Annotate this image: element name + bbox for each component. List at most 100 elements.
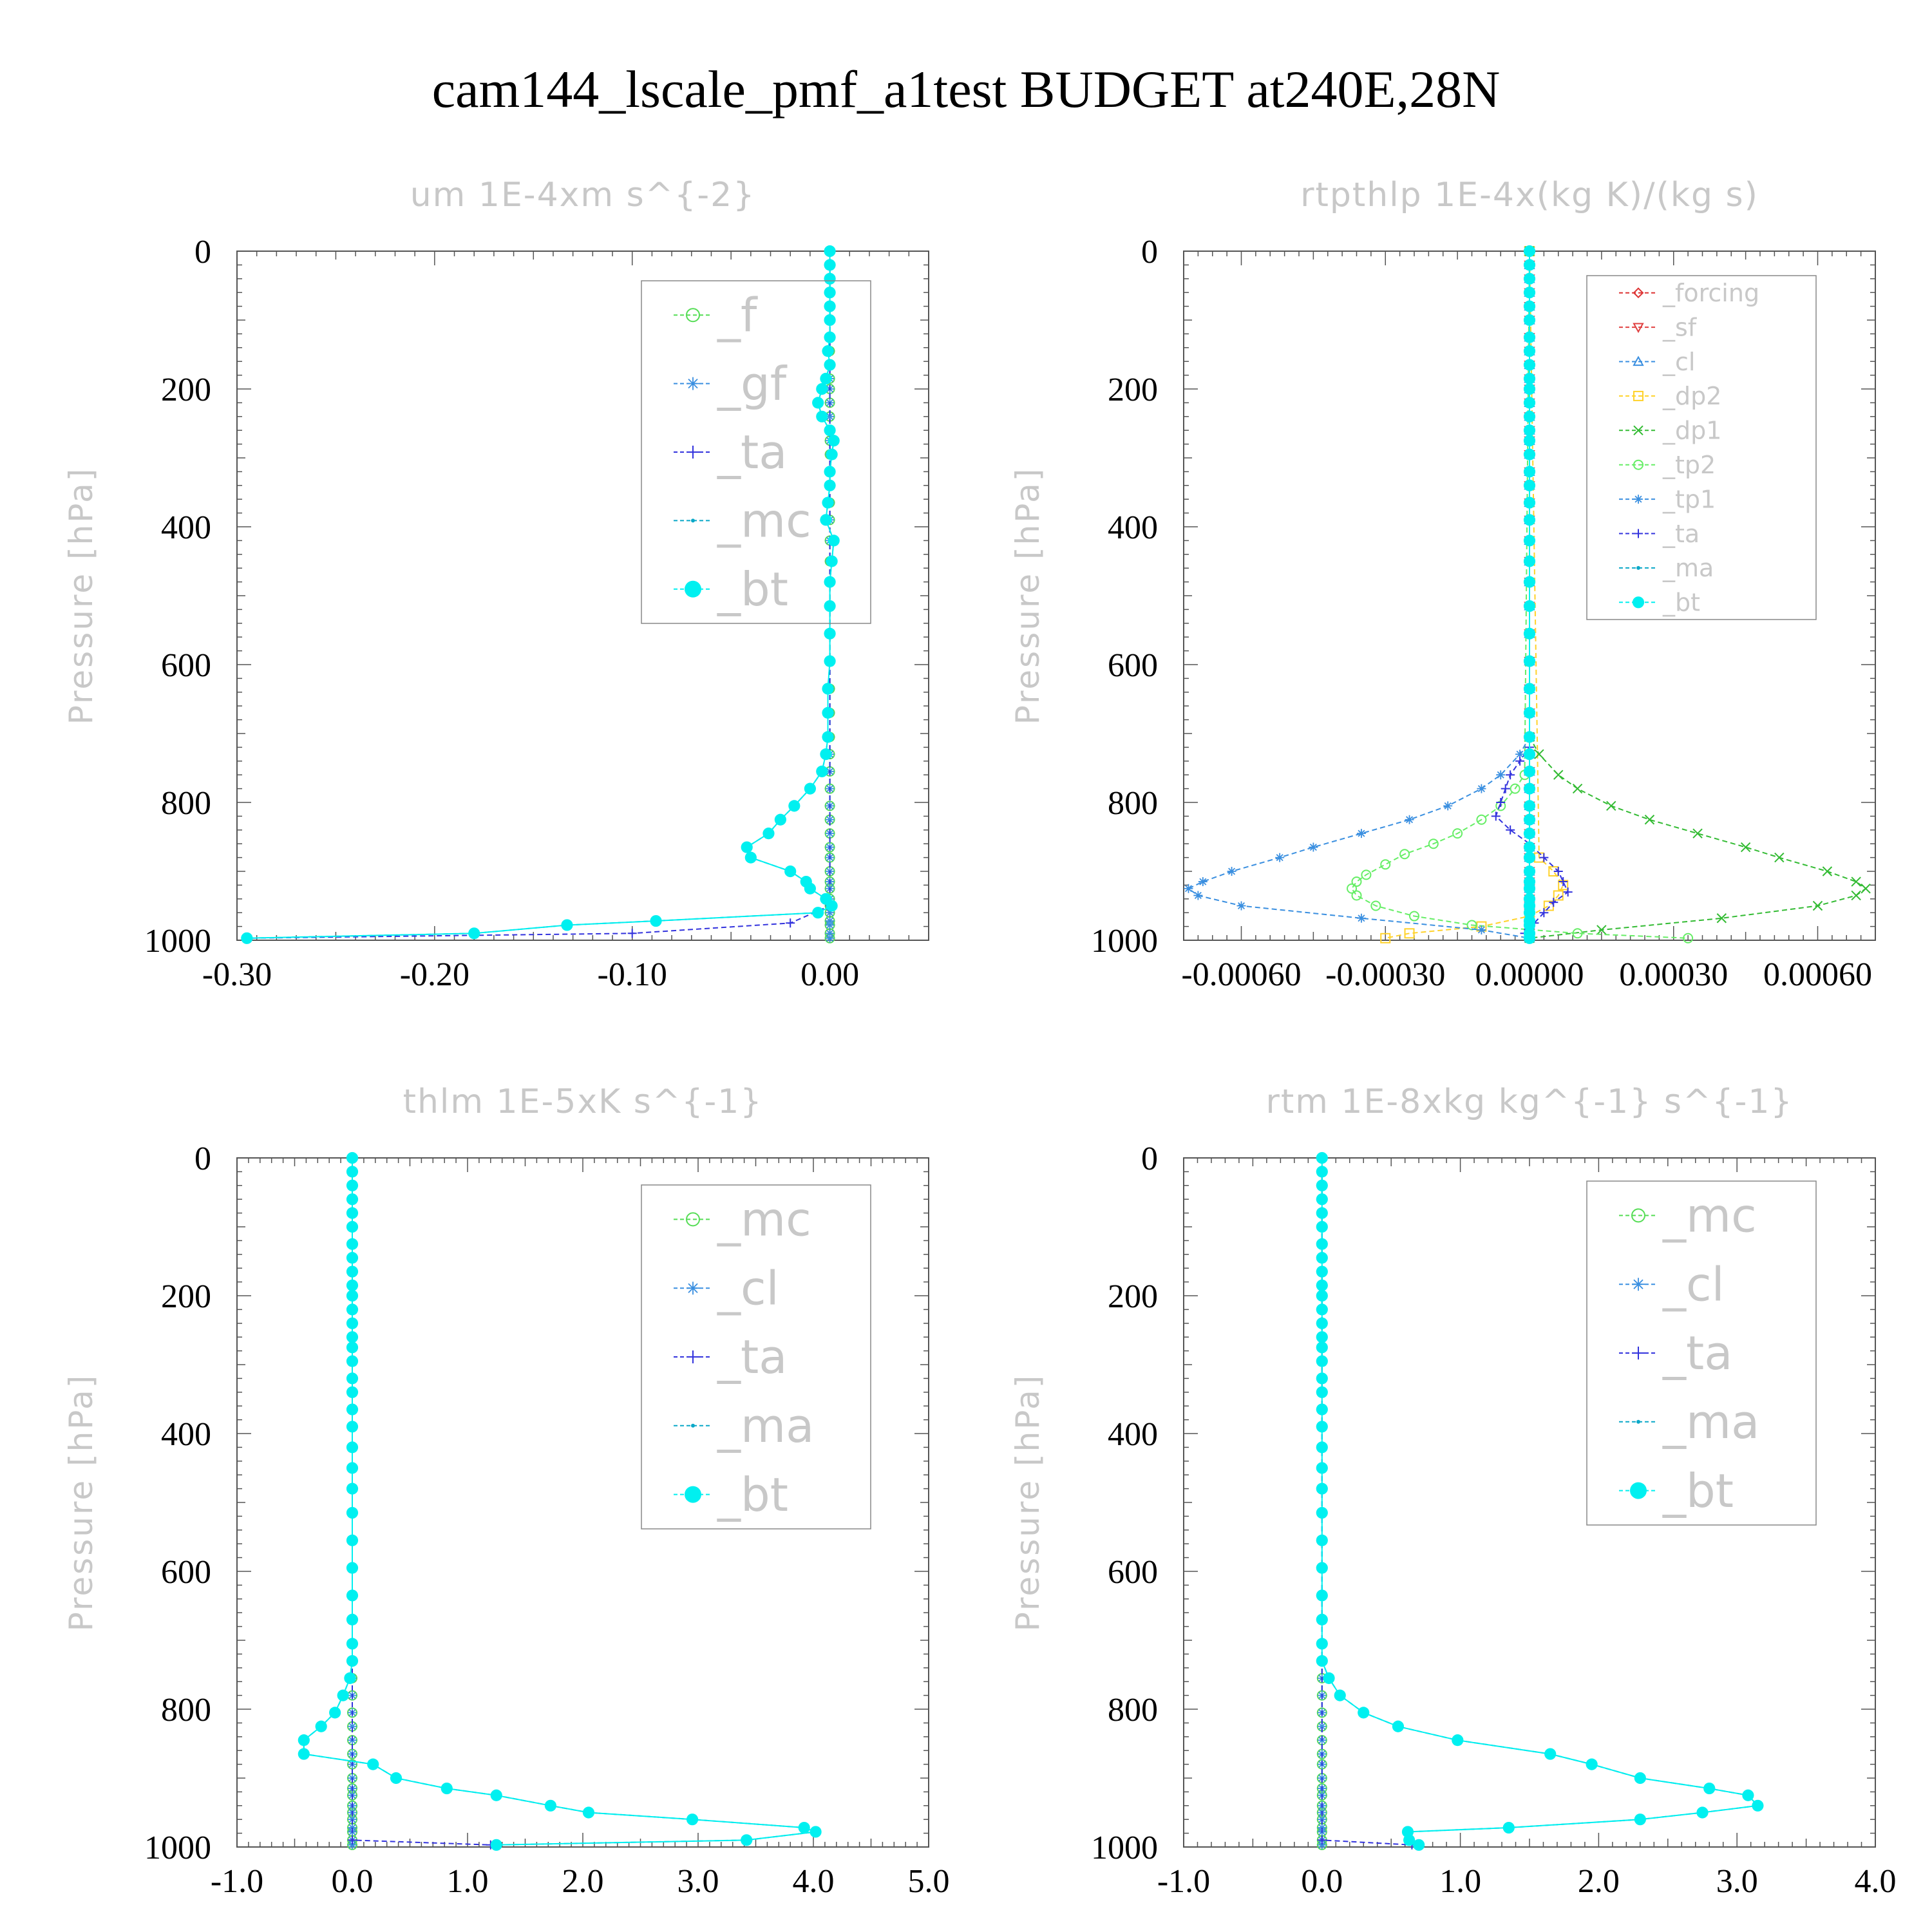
data-point [1523, 907, 1536, 919]
legend-label: _bt [1662, 1464, 1734, 1518]
y-tick-label: 1000 [1091, 923, 1158, 960]
data-point [346, 1331, 359, 1343]
data-point [1316, 1534, 1328, 1546]
data-point [1523, 372, 1536, 385]
data-point [348, 1835, 357, 1845]
data-point [1351, 876, 1362, 887]
data-point [822, 706, 834, 719]
data-point [346, 1386, 359, 1398]
data-point [1370, 900, 1381, 911]
data-point [1572, 783, 1583, 794]
data-point [824, 314, 836, 327]
data-point [1316, 1265, 1328, 1278]
data-point [820, 748, 832, 761]
data-point [346, 1655, 359, 1667]
data-point [1405, 815, 1414, 824]
data-point [346, 1506, 359, 1519]
data-point [490, 1839, 502, 1851]
legend-label: _forcing [1662, 279, 1759, 307]
y-tick-label: 200 [1108, 372, 1158, 408]
data-point [1316, 1151, 1328, 1164]
data-point [337, 1689, 349, 1701]
data-point [1634, 1772, 1646, 1785]
x-tick-label: 3.0 [677, 1863, 719, 1900]
data-point [1851, 876, 1861, 887]
legend-label: _ma [717, 1399, 814, 1453]
data-point [786, 918, 795, 928]
data-point [1317, 1835, 1327, 1845]
y-tick-label: 600 [161, 647, 211, 684]
data-point [824, 287, 836, 299]
data-point [1544, 1748, 1557, 1760]
data-point [816, 410, 828, 422]
data-point [744, 851, 757, 864]
data-point [1553, 770, 1564, 780]
data-point [762, 828, 775, 840]
series-line [1187, 251, 1530, 939]
data-point [582, 1806, 595, 1819]
data-point [1316, 1655, 1328, 1667]
data-point [1523, 259, 1536, 271]
data-point [1316, 1279, 1328, 1292]
data-point [1506, 825, 1515, 835]
y-tick-label: 400 [1108, 509, 1158, 546]
data-point [1236, 901, 1246, 911]
x-tick-label: 0.00030 [1619, 956, 1728, 993]
y-tick-label: 600 [1108, 647, 1158, 684]
data-point [1358, 1707, 1370, 1719]
legend-marker [1633, 459, 1643, 470]
data-point [346, 1482, 359, 1495]
data-point [1523, 514, 1536, 526]
data-point [1523, 828, 1536, 840]
x-tick-label: 0.00 [800, 956, 859, 993]
data-point [1501, 784, 1510, 793]
data-point [1317, 1721, 1327, 1731]
data-point [468, 927, 480, 940]
data-point [1334, 1689, 1346, 1701]
legend-box [1586, 1180, 1817, 1526]
data-point [346, 1589, 359, 1602]
data-point [1316, 1386, 1328, 1398]
data-point [1496, 798, 1506, 807]
y-axis-title: Pressure [hPa] [62, 467, 100, 725]
legend-label: _ta [1662, 1326, 1732, 1380]
data-point [1752, 1799, 1764, 1812]
data-point [346, 1265, 359, 1278]
legend-label: _ma [1662, 1395, 1759, 1449]
legend-box [1586, 275, 1817, 620]
legend-marker [1634, 529, 1643, 538]
data-point [1523, 782, 1536, 795]
data-point [440, 1782, 453, 1795]
data-point [1740, 842, 1751, 853]
data-point [1316, 1179, 1328, 1191]
x-tick-label: -0.30 [202, 956, 272, 993]
data-point [804, 782, 816, 795]
data-point [1523, 397, 1536, 409]
legend-marker [686, 1212, 700, 1227]
data-point [1317, 1840, 1327, 1850]
data-point [1523, 841, 1536, 853]
legend-label: _bt [1662, 589, 1700, 617]
data-point [1523, 424, 1536, 437]
legend-label: _bt [717, 562, 788, 616]
data-point [1399, 849, 1410, 860]
series-dp1 [1524, 246, 1871, 943]
panel-title: um 1E-4xm s^{-2} [410, 176, 756, 214]
data-point [1347, 883, 1358, 894]
legend-marker [1633, 390, 1643, 401]
legend-label: _dp2 [1662, 382, 1721, 410]
data-point [1361, 869, 1372, 880]
data-point [1822, 866, 1833, 876]
data-point [346, 1441, 359, 1454]
data-point [1523, 383, 1536, 395]
data-point [1596, 925, 1607, 935]
data-point [346, 1421, 359, 1433]
data-point [627, 929, 637, 938]
data-point [810, 1826, 822, 1838]
data-point [348, 1721, 357, 1731]
legend-marker [1634, 495, 1643, 504]
legend: _mc _cl _ta _ma _bt [1586, 1180, 1817, 1526]
data-point [490, 1789, 502, 1801]
data-point [1380, 859, 1391, 870]
y-tick-label: 400 [161, 1416, 211, 1453]
